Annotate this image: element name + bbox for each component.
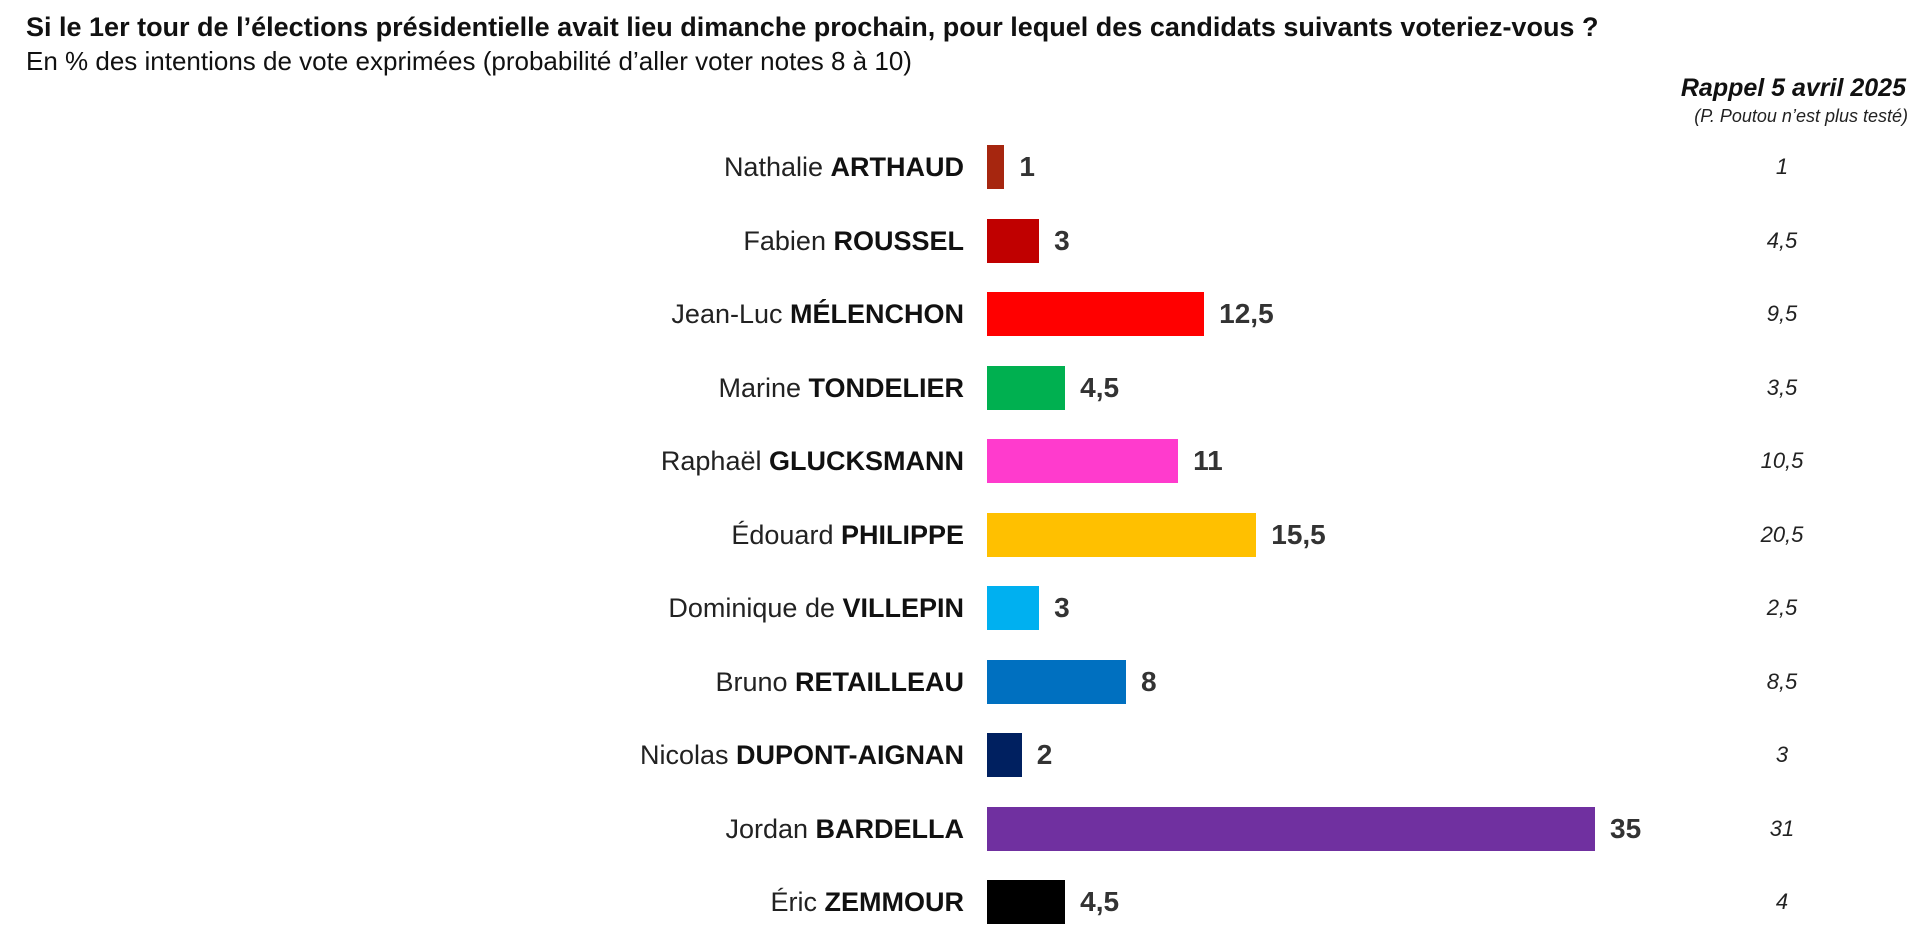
bar-value-label: 12,5 <box>1219 298 1274 329</box>
candidate-first-name: Bruno <box>715 666 795 697</box>
candidate-name: Raphaël GLUCKSMANN <box>661 439 964 483</box>
bar <box>987 880 1066 924</box>
candidate-name: Éric ZEMMOUR <box>771 880 964 924</box>
bar <box>987 439 1179 483</box>
bar-value-label: 15,5 <box>1271 518 1326 550</box>
bar <box>987 145 1005 189</box>
candidate-name: Dominique de VILLEPIN <box>668 586 964 630</box>
candidate-name: Édouard PHILIPPE <box>731 513 964 557</box>
candidate-row: Fabien ROUSSEL 3 4,5 <box>0 218 1920 263</box>
recall-value: 4 <box>1775 889 1789 914</box>
candidate-name: Marine TONDELIER <box>718 366 964 410</box>
candidate-first-name: Éric <box>770 887 825 917</box>
candidate-last-name: MÉLENCHON <box>790 299 964 329</box>
candidate-last-name: VILLEPIN <box>842 593 964 623</box>
recall-value: 8,5 <box>1766 668 1798 694</box>
bar-value-label: 8 <box>1140 665 1157 697</box>
candidate-first-name: Nicolas <box>639 740 736 770</box>
candidate-name: Bruno RETAILLEAU <box>715 660 964 704</box>
bar <box>987 659 1126 704</box>
candidate-last-name: RETAILLEAU <box>795 666 964 697</box>
candidate-first-name: Marine <box>718 372 809 403</box>
candidate-name: Jean-Luc MÉLENCHON <box>671 292 964 336</box>
candidate-first-name: Nathalie <box>723 152 831 182</box>
candidate-row: Éric ZEMMOUR 4,5 4 <box>0 880 1920 924</box>
candidate-first-name: Fabien <box>743 225 834 256</box>
bar-value-label: 1 <box>1019 151 1035 182</box>
bar <box>987 365 1066 410</box>
recall-value: 10,5 <box>1760 448 1804 473</box>
bar-value-label: 3 <box>1054 224 1070 256</box>
bar <box>987 733 1022 777</box>
recall-column-title: Rappel 5 avril 2025 <box>1680 74 1906 102</box>
candidate-row: Édouard PHILIPPE 15,5 20,5 <box>0 512 1920 557</box>
recall-value: 31 <box>1769 815 1795 841</box>
bar <box>987 292 1205 336</box>
recall-value: 1 <box>1775 154 1789 179</box>
candidate-row: Nathalie ARTHAUD 1 1 <box>0 145 1920 189</box>
bar <box>987 806 1595 851</box>
bar-value-label: 2 <box>1036 739 1053 770</box>
recall-value: 3 <box>1775 742 1789 767</box>
candidate-last-name: DUPONT-AIGNAN <box>736 740 964 770</box>
recall-value: 9,5 <box>1766 301 1798 326</box>
candidate-name: Jordan BARDELLA <box>725 807 964 851</box>
candidate-name: Nicolas DUPONT-AIGNAN <box>640 733 964 777</box>
candidate-row: Jordan BARDELLA 35 31 <box>0 806 1920 851</box>
candidate-name: Fabien ROUSSEL <box>743 219 964 263</box>
candidate-first-name: Raphaël <box>660 446 769 476</box>
bar-value-label: 11 <box>1193 445 1223 476</box>
candidate-last-name: ZEMMOUR <box>824 887 964 917</box>
chart-subtitle: En % des intentions de vote exprimées (p… <box>26 46 912 76</box>
candidate-last-name: ARTHAUD <box>830 152 964 182</box>
candidate-row: Raphaël GLUCKSMANN 11 10,5 <box>0 439 1920 483</box>
candidate-row: Bruno RETAILLEAU 8 8,5 <box>0 659 1920 704</box>
candidate-row: Jean-Luc MÉLENCHON 12,5 9,5 <box>0 292 1920 336</box>
bar <box>987 586 1040 630</box>
chart-title: Si le 1er tour de l’élections présidenti… <box>26 12 1599 42</box>
candidate-first-name: Jordan <box>725 813 816 844</box>
bar <box>987 218 1040 263</box>
candidate-last-name: PHILIPPE <box>840 519 964 550</box>
recall-value: 4,5 <box>1766 227 1798 253</box>
bar-value-label: 3 <box>1054 592 1070 623</box>
candidate-row: Dominique de VILLEPIN 3 2,5 <box>0 586 1920 630</box>
bar-value-label: 4,5 <box>1080 371 1120 403</box>
candidate-row: Nicolas DUPONT-AIGNAN 2 3 <box>0 733 1920 777</box>
candidate-row: Marine TONDELIER 4,5 3,5 <box>0 365 1920 410</box>
candidate-first-name: Dominique de <box>668 593 843 623</box>
candidate-last-name: GLUCKSMANN <box>769 446 964 476</box>
candidate-last-name: TONDELIER <box>808 372 964 403</box>
recall-value: 3,5 <box>1766 374 1798 400</box>
bar <box>987 512 1257 557</box>
recall-value: 20,5 <box>1760 521 1804 547</box>
bar-value-label: 35 <box>1610 812 1642 844</box>
recall-column-note: (P. Poutou n’est plus testé) <box>1694 106 1908 126</box>
candidate-last-name: ROUSSEL <box>833 225 964 256</box>
candidate-first-name: Jean-Luc <box>671 299 790 329</box>
candidate-last-name: BARDELLA <box>815 813 965 844</box>
bar-value-label: 4,5 <box>1080 886 1120 917</box>
candidate-name: Nathalie ARTHAUD <box>724 145 964 189</box>
recall-value: 2,5 <box>1766 595 1798 620</box>
candidate-first-name: Édouard <box>731 519 841 550</box>
